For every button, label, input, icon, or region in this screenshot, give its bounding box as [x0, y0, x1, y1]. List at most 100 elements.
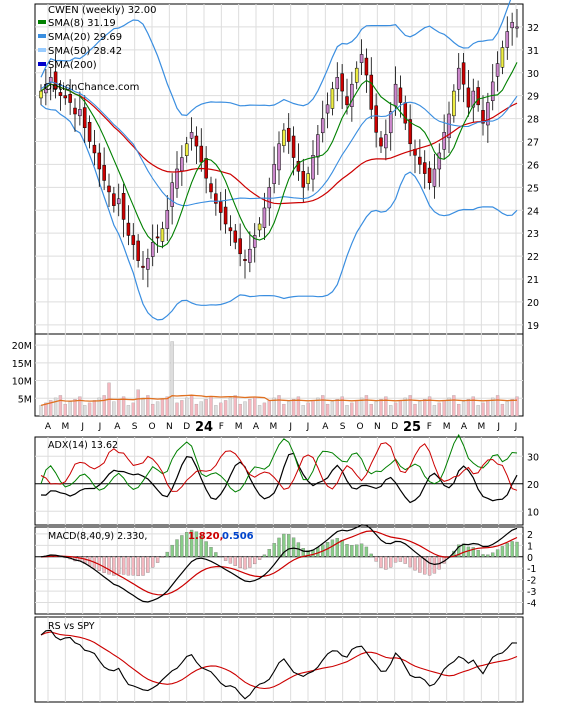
volume-bar	[408, 395, 412, 417]
legend-label: SMA(20) 29.69	[48, 32, 122, 43]
macd-histogram-bar	[423, 556, 427, 575]
candle-body	[330, 88, 335, 109]
volume-bar	[228, 397, 233, 417]
candle-body	[126, 222, 131, 236]
candle-body	[189, 132, 194, 139]
adx-tick-label: 30	[527, 452, 539, 463]
price-tick-label: 32	[527, 23, 539, 34]
macd-tick-label: 2	[527, 530, 533, 541]
volume-bar	[126, 405, 131, 417]
volume-bar	[471, 396, 475, 417]
time-tick-label: 24	[195, 420, 213, 435]
time-tick-label: M	[269, 422, 277, 432]
volume-bar	[185, 397, 189, 417]
time-tick-label: O	[148, 422, 155, 432]
volume-bar	[481, 402, 485, 417]
volume-bar	[160, 399, 165, 417]
candle-body	[471, 90, 476, 108]
volume-bar	[175, 402, 179, 417]
candle-body	[452, 90, 456, 117]
legend-label: SMA(200)	[48, 60, 97, 71]
candle-body	[408, 119, 412, 145]
macd-histogram-bar	[476, 549, 480, 557]
volume-bar	[296, 396, 301, 417]
volume-bar	[165, 396, 169, 417]
volume-tick-label: 5M	[18, 394, 32, 405]
time-tick-label: J	[514, 422, 518, 432]
time-tick-label: A	[45, 422, 52, 432]
macd-histogram-bar	[136, 556, 140, 577]
volume-bar	[272, 397, 276, 417]
candle-body	[184, 143, 189, 156]
volume-bars	[39, 341, 519, 417]
candle-body	[194, 135, 199, 147]
volume-bar	[301, 405, 305, 417]
macd-histogram-bar	[170, 544, 174, 557]
macd-histogram-bar	[151, 556, 155, 568]
macd-histogram-bar	[214, 552, 218, 557]
macd-histogram-bar	[257, 556, 262, 560]
time-tick-label: J	[98, 422, 102, 432]
macd-histogram-bar	[180, 535, 184, 557]
macd-histogram-bar	[126, 556, 131, 576]
macd-histogram-bar	[243, 556, 247, 570]
candle-body	[311, 155, 315, 180]
macd-histogram-bar	[413, 556, 417, 571]
macd-histogram-bar	[398, 556, 403, 562]
price-tick-label: 25	[527, 183, 539, 194]
volume-bar	[73, 399, 77, 417]
volume-bar	[325, 403, 330, 417]
volume-bar	[452, 395, 456, 417]
sma20-line	[40, 81, 518, 207]
volume-bar	[92, 400, 97, 417]
candle-body	[141, 265, 145, 268]
macd-histogram-bar	[364, 546, 369, 557]
candle-body	[218, 201, 223, 213]
macd-histogram-bar	[418, 556, 422, 573]
candle-body	[155, 236, 160, 239]
macd-histogram-bar	[277, 537, 281, 557]
macd-histogram-bar	[335, 537, 339, 557]
rs-label: RS vs SPY	[48, 621, 95, 632]
volume-bar	[189, 395, 194, 417]
candle-body	[476, 87, 480, 106]
candle-body	[505, 31, 510, 48]
macd-histogram-bar	[403, 556, 407, 564]
macd-histogram-bar	[233, 556, 237, 566]
volume-bar	[112, 401, 116, 417]
candle-body	[238, 238, 242, 255]
volume-bar	[393, 402, 398, 417]
volume-bar	[97, 397, 101, 417]
volume-bar	[486, 400, 490, 417]
time-tick-label: M	[235, 422, 243, 432]
volume-bar	[359, 397, 364, 417]
adx-lines	[40, 433, 518, 504]
macd-tick-label: 0	[527, 553, 533, 564]
rs-panel-frame	[34, 616, 524, 703]
volume-bar	[238, 403, 242, 417]
macd-histogram-bar	[146, 556, 150, 573]
volume-bar	[447, 397, 451, 417]
volume-bar	[437, 402, 441, 417]
candle-body	[116, 198, 121, 205]
time-tick-label: D	[183, 422, 190, 432]
volume-bar	[121, 396, 126, 417]
volume-bar	[321, 395, 325, 417]
candle-body	[490, 81, 495, 101]
time-tick-label: O	[356, 422, 363, 432]
candle-body	[350, 83, 354, 107]
volume-bar	[423, 399, 427, 417]
macd-histogram-bar	[393, 556, 398, 563]
macd-histogram-bar	[141, 556, 145, 576]
candle-body	[403, 102, 408, 124]
volume-bar	[78, 396, 82, 417]
macd-histogram-bar	[457, 544, 461, 557]
macd-histogram-bar	[510, 541, 514, 557]
candle-body	[335, 77, 340, 90]
macd-label: MACD(8,40,9) 2.330,	[48, 531, 147, 542]
candle-body	[160, 228, 165, 242]
macd-lines	[40, 524, 519, 603]
candle-body	[78, 109, 82, 117]
volume-bar	[432, 405, 437, 417]
candle-body	[73, 107, 77, 115]
